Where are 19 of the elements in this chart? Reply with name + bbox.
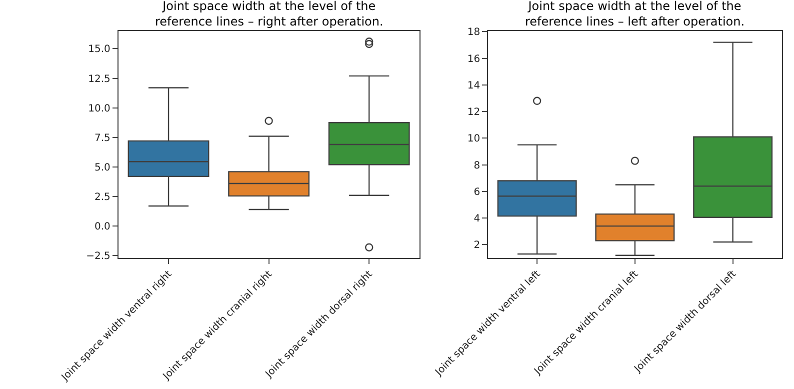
y-tick-label: 12.5 xyxy=(88,74,110,85)
y-tick-label: 15.0 xyxy=(88,44,110,56)
y-tick-label: 2 xyxy=(474,240,480,252)
y-tick-label: 14 xyxy=(467,80,480,92)
y-tick-label: 7.5 xyxy=(94,132,110,144)
y-tick-label: 4 xyxy=(474,214,480,225)
y-tick-label: 10 xyxy=(467,134,480,145)
y-tick-label: 18 xyxy=(467,27,480,38)
y-tick-label: 2.5 xyxy=(94,192,110,204)
chart-title: Joint space width at the level of the reference lines – left after operation. xyxy=(525,0,745,29)
y-tick-label: 0.0 xyxy=(94,222,110,233)
chart-title: Joint space width at the level of the reference lines – right after operation. xyxy=(155,0,384,29)
y-tick-label: 16 xyxy=(467,54,480,65)
y-tick-label: −2.5 xyxy=(86,251,110,262)
y-tick-label: 10.0 xyxy=(88,103,110,114)
y-tick-label: 6 xyxy=(474,186,480,198)
y-tick-label: 8 xyxy=(474,160,480,172)
y-tick-label: 5.0 xyxy=(94,162,110,174)
y-tick-label: 12 xyxy=(467,107,480,118)
